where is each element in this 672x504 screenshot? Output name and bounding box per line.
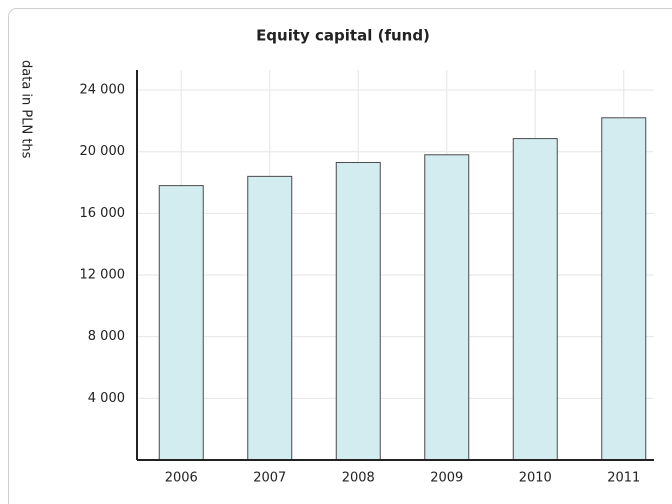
y-tick-label: 20 000	[80, 144, 126, 159]
x-tick-label: 2008	[342, 471, 375, 486]
y-tick-label: 16 000	[80, 206, 126, 221]
x-tick-label: 2006	[165, 471, 198, 486]
x-tick-label: 2009	[430, 471, 463, 486]
x-tick-label: 2010	[519, 471, 552, 486]
bar	[158, 185, 204, 461]
y-tick-label: 4 000	[88, 391, 125, 406]
y-tick-label: 24 000	[80, 83, 126, 98]
bar	[512, 138, 558, 461]
y-tick-label: 8 000	[88, 329, 125, 344]
x-tick-label: 2011	[607, 471, 640, 486]
y-tick-label: 12 000	[80, 268, 126, 283]
bar	[247, 175, 293, 461]
chart-title: Equity capital (fund)	[256, 27, 430, 45]
bar	[601, 117, 647, 461]
x-tick-label: 2007	[253, 471, 286, 486]
bar	[335, 161, 381, 461]
y-axis-label: data in PLN ths	[19, 60, 34, 159]
bar	[424, 154, 470, 461]
